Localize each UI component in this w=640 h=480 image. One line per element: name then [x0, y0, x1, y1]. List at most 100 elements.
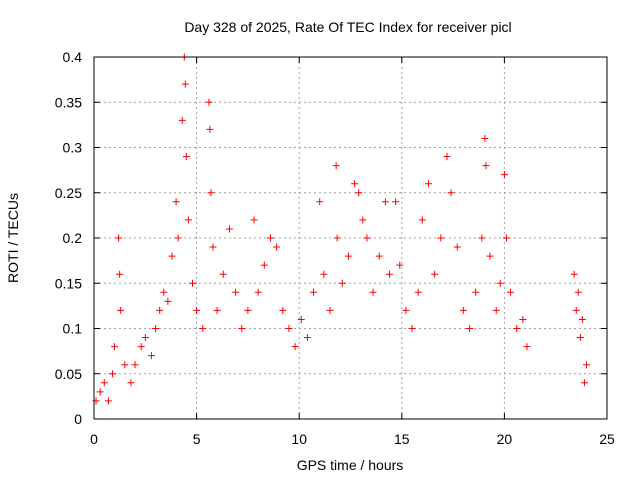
x-axis-label: GPS time / hours — [297, 457, 404, 473]
data-point — [513, 325, 521, 332]
data-point — [408, 325, 416, 332]
data-point — [291, 343, 299, 351]
data-point — [188, 279, 196, 287]
data-point — [326, 306, 334, 314]
data-point — [260, 261, 268, 269]
data-point — [205, 98, 213, 106]
data-point — [225, 225, 233, 233]
data-point — [578, 315, 586, 323]
data-point — [164, 297, 172, 305]
data-point — [519, 315, 527, 323]
data-point — [127, 379, 135, 387]
data-point — [351, 180, 359, 188]
data-point — [355, 189, 363, 197]
data-point — [104, 397, 112, 405]
y-tick-label: 0.35 — [55, 94, 82, 110]
axis-ticks — [93, 56, 608, 420]
data-point — [121, 361, 129, 369]
x-tick-label: 5 — [193, 431, 201, 447]
data-point — [297, 315, 305, 323]
data-point — [285, 325, 293, 332]
data-point — [582, 361, 590, 369]
data-point — [213, 306, 221, 314]
x-tick-labels: 0 5 10 15 20 25 — [90, 431, 615, 447]
data-point — [459, 306, 467, 314]
data-point — [500, 171, 508, 179]
data-point — [152, 325, 160, 332]
data-point — [332, 162, 340, 170]
data-point — [431, 270, 439, 278]
y-tick-label: 0.3 — [63, 140, 83, 156]
data-point — [369, 288, 377, 296]
data-point — [181, 80, 189, 88]
data-point — [184, 216, 192, 224]
data-point — [310, 288, 318, 296]
data-point — [478, 234, 486, 242]
data-point — [447, 189, 455, 197]
data-point — [333, 234, 341, 242]
y-tick-label: 0.4 — [63, 49, 83, 65]
data-point — [219, 270, 227, 278]
data-point — [424, 180, 432, 188]
data-point — [207, 189, 215, 197]
data-point — [320, 270, 328, 278]
data-point — [402, 306, 410, 314]
data-point — [254, 288, 262, 296]
y-axis-label: ROTI / TECUs — [5, 193, 21, 283]
x-tick-label: 10 — [291, 431, 307, 447]
data-point — [574, 288, 582, 296]
data-point — [178, 116, 186, 124]
data-point — [182, 153, 190, 161]
data-point — [115, 234, 123, 242]
y-tick-label: 0.15 — [55, 275, 82, 291]
data-point — [117, 306, 125, 314]
y-tick-label: 0.1 — [63, 321, 83, 337]
data-point — [502, 234, 510, 242]
data-points — [92, 53, 590, 405]
data-point — [316, 198, 324, 206]
data-point — [576, 334, 584, 342]
data-point — [472, 288, 480, 296]
data-point — [363, 234, 371, 242]
data-point — [147, 352, 155, 360]
data-point — [279, 306, 287, 314]
data-point — [359, 216, 367, 224]
data-point — [232, 288, 240, 296]
data-point — [168, 252, 176, 260]
data-point — [160, 288, 168, 296]
data-point — [507, 288, 515, 296]
y-tick-label: 0.25 — [55, 185, 82, 201]
data-point — [131, 361, 139, 369]
data-point — [523, 343, 531, 351]
x-tick-label: 25 — [599, 431, 615, 447]
x-tick-label: 15 — [394, 431, 410, 447]
data-point — [338, 279, 346, 287]
x-tick-label: 20 — [497, 431, 513, 447]
data-point — [172, 198, 180, 206]
data-point — [344, 252, 352, 260]
data-point — [572, 306, 580, 314]
data-point — [209, 243, 217, 251]
data-point — [156, 306, 164, 314]
data-point — [108, 370, 116, 378]
y-tick-label: 0.05 — [55, 366, 82, 382]
data-point — [375, 252, 383, 260]
data-point — [238, 325, 246, 332]
data-point — [580, 379, 588, 387]
data-point — [100, 379, 108, 387]
data-point — [303, 334, 311, 342]
data-point — [193, 306, 201, 314]
data-point — [482, 162, 490, 170]
data-point — [137, 343, 145, 351]
data-point — [396, 261, 404, 269]
data-point — [244, 306, 252, 314]
data-point — [453, 243, 461, 251]
data-point — [116, 270, 124, 278]
data-point — [443, 153, 451, 161]
y-tick-label: 0.2 — [63, 230, 83, 246]
data-point — [570, 270, 578, 278]
data-point — [437, 234, 445, 242]
data-point — [466, 325, 474, 332]
data-point — [250, 216, 258, 224]
